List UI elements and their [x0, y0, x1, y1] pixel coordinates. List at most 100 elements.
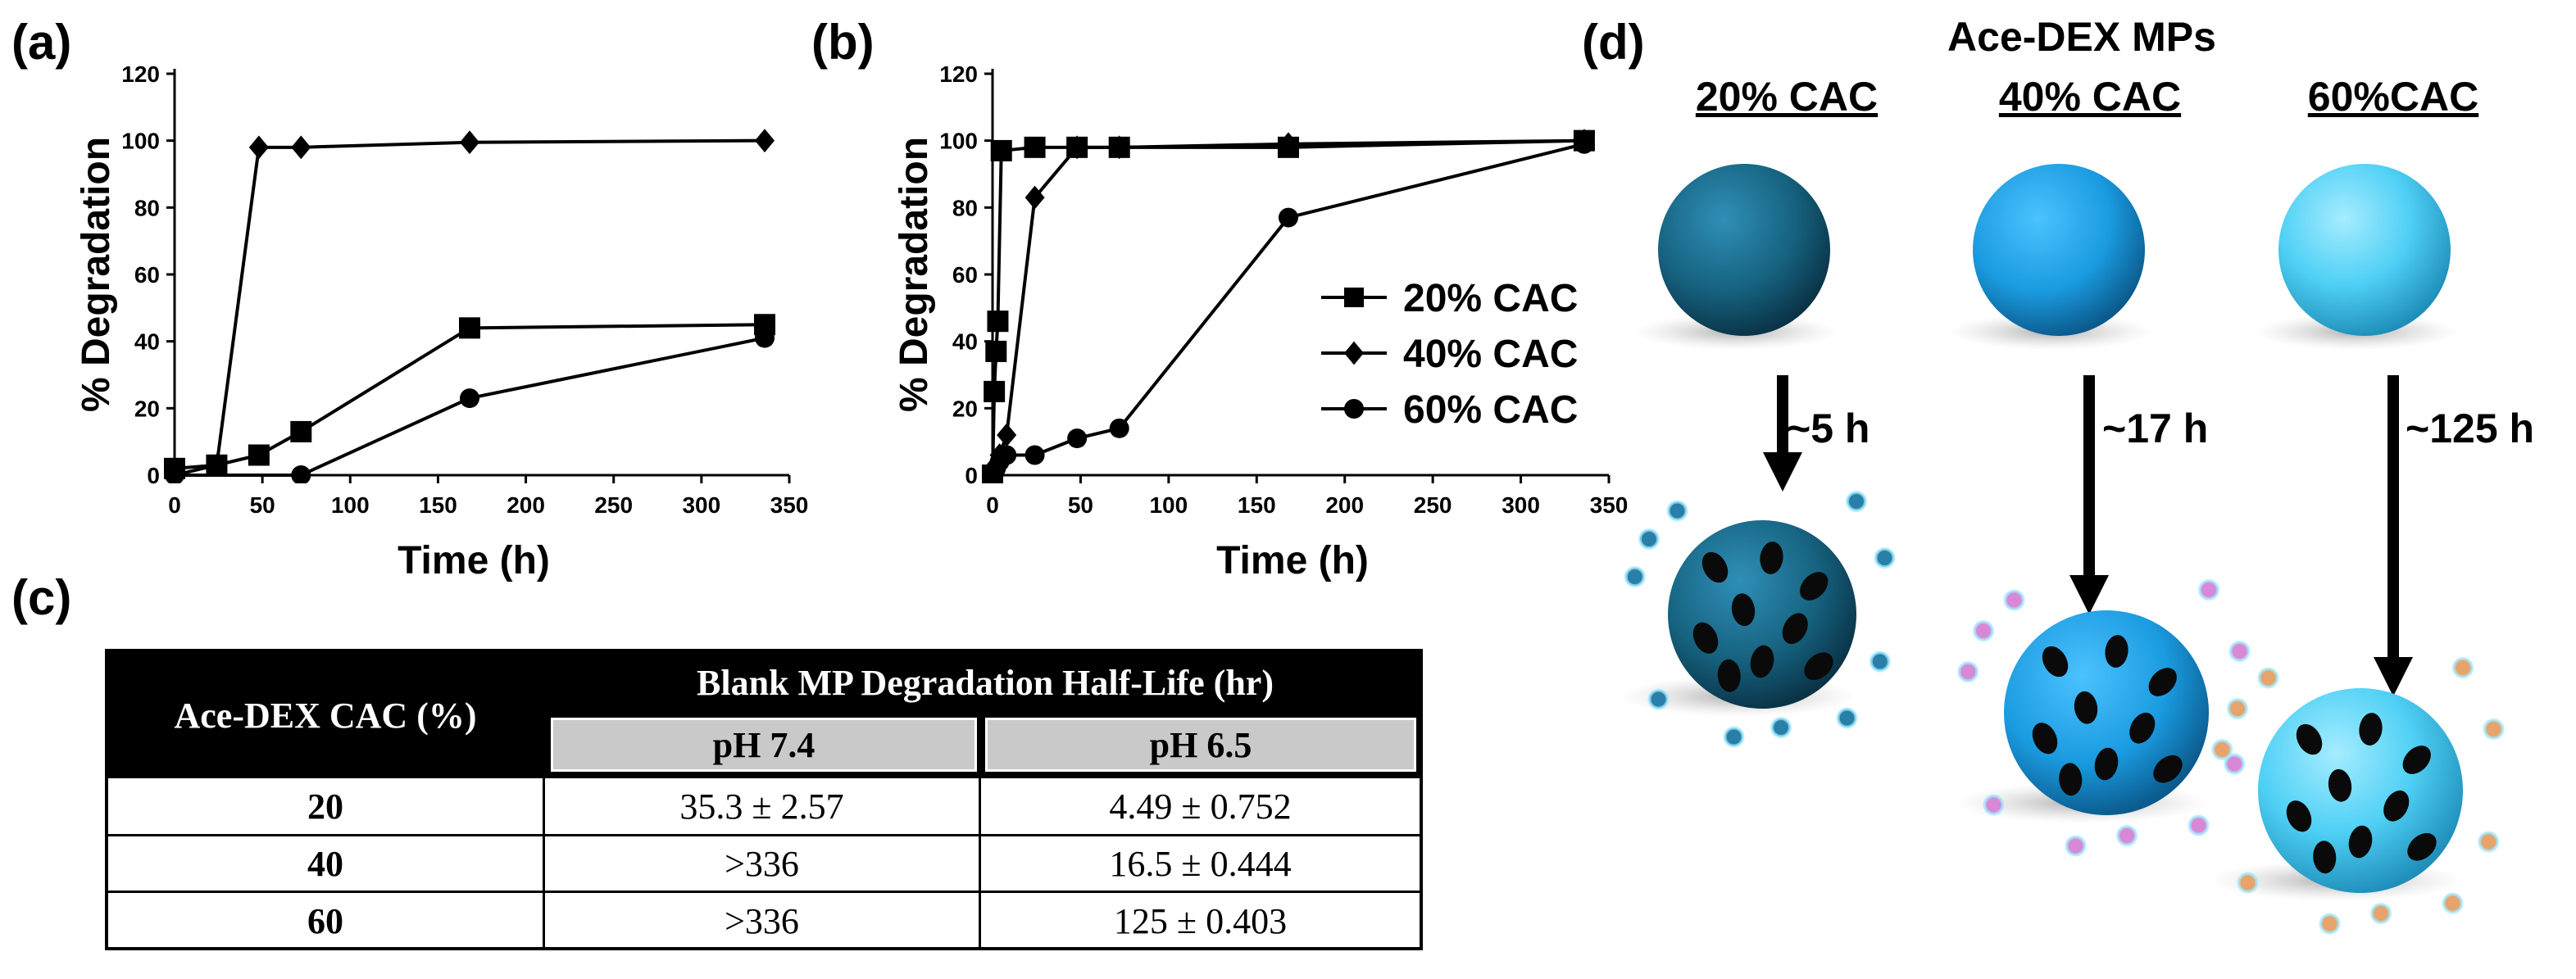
released-fragment — [1723, 726, 1745, 748]
chart-b-y-tick-label: 100 — [939, 129, 978, 154]
chart-a-data-point — [291, 135, 311, 160]
chart-b-legend-label: 60% CAC — [1403, 388, 1578, 432]
released-fragment — [2211, 739, 2233, 760]
chart-a-data-point — [248, 135, 269, 160]
pore — [2129, 712, 2156, 744]
chart-b-data-point — [1109, 135, 1129, 160]
pore — [1717, 659, 1741, 692]
chart-b-data-point — [1109, 418, 1129, 438]
table-cell: 4.49 ± 0.752 — [1109, 786, 1292, 827]
released-fragment — [1846, 491, 1867, 512]
chart-b-x-tick-label: 300 — [1502, 492, 1540, 518]
chart-a-data-point — [291, 465, 311, 483]
chart-a-data-point — [207, 453, 227, 478]
chart-b: 0 50 100 150 200 250 300 350 0 20 40 60 80 100 120 Time… — [893, 61, 1629, 582]
table-subheader-ph74: pH 7.4 — [551, 718, 977, 772]
released-fragment — [2370, 903, 2392, 924]
chart-b-x-tick-label: 0 — [986, 492, 999, 518]
time-label-20: ~5 h — [1787, 406, 1870, 451]
chart-b-y-axis-label: % Degradation — [893, 137, 936, 412]
released-fragment — [1957, 661, 1979, 682]
chart-a-y-tick-label: 100 — [121, 129, 160, 154]
chart-a-x-axis-label: Time (h) — [398, 539, 550, 582]
chart-a-data-point — [755, 328, 775, 348]
released-fragment — [1874, 547, 1896, 569]
chart-b-legend-label: 20% CAC — [1403, 277, 1578, 320]
table-group-header: Blank MP Degradation Half-Life (hr) — [697, 663, 1274, 703]
chart-b-legend-marker — [1344, 399, 1364, 419]
released-fragment — [2116, 825, 2138, 846]
chart-a: 0 50 100 150 200 250 300 350 0 20 40 60 80 100 120 Time… — [75, 61, 809, 582]
intact-microparticle — [2278, 164, 2451, 336]
chart-a-data-point — [459, 317, 480, 339]
chart-b-data-point — [1067, 428, 1088, 449]
pore — [1804, 652, 1833, 681]
pore — [1760, 542, 1783, 574]
column-label-20: 20% CAC — [1696, 74, 1878, 120]
pore — [2402, 746, 2431, 774]
pore — [2074, 691, 2098, 724]
column-label-60: 60%CAC — [2308, 74, 2478, 120]
chart-b-series-group — [982, 129, 1595, 483]
chart-a-x-tick-label: 200 — [507, 492, 545, 518]
table-cell: >336 — [725, 843, 799, 884]
chart-a-series-group — [164, 129, 775, 483]
released-fragment — [2257, 667, 2279, 689]
released-fragment — [1836, 707, 1858, 729]
time-label-60: ~125 h — [2406, 406, 2534, 451]
chart-a-x-tick-label: 350 — [770, 492, 809, 518]
table-col-divider — [543, 778, 545, 950]
table-cell: >336 — [725, 900, 799, 941]
table-cell: 60 — [307, 900, 343, 941]
released-fragment — [1624, 566, 1646, 587]
chart-a-y-tick-label: 20 — [134, 396, 160, 421]
panel-label-d: (d) — [1582, 15, 1645, 70]
chart-b-data-point — [987, 310, 1009, 333]
chart-a-data-point — [165, 465, 184, 483]
chart-a-data-point — [755, 129, 775, 153]
chart-b-data-point — [1574, 134, 1594, 154]
pore — [2042, 646, 2069, 678]
pore — [2359, 713, 2383, 746]
released-fragment — [2452, 657, 2474, 678]
chart-b-data-point — [990, 139, 1012, 161]
pore — [2032, 723, 2058, 755]
released-fragment — [2483, 718, 2505, 740]
chart-b-legend-marker — [1344, 341, 1364, 365]
chart-b-x-tick-label: 350 — [1590, 492, 1629, 518]
pore — [2407, 832, 2437, 861]
chart-b-y-tick-label: 120 — [939, 61, 978, 87]
pore — [2148, 668, 2177, 696]
released-fragment — [2198, 579, 2219, 601]
pore — [1782, 613, 1808, 645]
chart-b-y-tick-label: 60 — [952, 262, 978, 288]
released-fragment — [2224, 753, 2246, 775]
chart-b-data-point — [1024, 185, 1045, 210]
released-fragment — [1666, 500, 1688, 522]
chart-b-series-line — [991, 138, 1584, 476]
chart-a-series-line — [175, 336, 766, 477]
table-cell: 16.5 ± 0.444 — [1109, 843, 1292, 884]
chart-a-y-tick-label: 40 — [134, 329, 160, 355]
released-fragment — [1647, 688, 1670, 710]
chart-b-data-point — [985, 340, 1007, 362]
chart-b-data-point — [1067, 135, 1088, 160]
table-col1-header: Ace-DEX CAC (%) — [174, 695, 477, 736]
panel-label-c: (c) — [11, 570, 72, 625]
pore — [2296, 723, 2323, 755]
chart-a-x-tick-label: 0 — [168, 492, 181, 518]
table-cell: 20 — [307, 786, 343, 827]
chart-a-x-tick-label: 100 — [331, 492, 370, 518]
chart-a-y-tick-label: 0 — [147, 463, 160, 488]
table-col-divider — [979, 778, 981, 950]
chart-b-data-point — [1278, 207, 1298, 228]
pore — [1800, 572, 1829, 601]
released-fragment — [2442, 892, 2464, 914]
column-label-40: 40% CAC — [1999, 74, 2181, 120]
chart-a-x-tick-label: 300 — [682, 492, 720, 518]
chart-b-legend-marker — [1344, 288, 1364, 307]
released-fragment — [2478, 831, 2500, 853]
chart-a-y-tick-label: 80 — [134, 195, 160, 220]
chart-b-x-tick-label: 250 — [1414, 492, 1452, 518]
